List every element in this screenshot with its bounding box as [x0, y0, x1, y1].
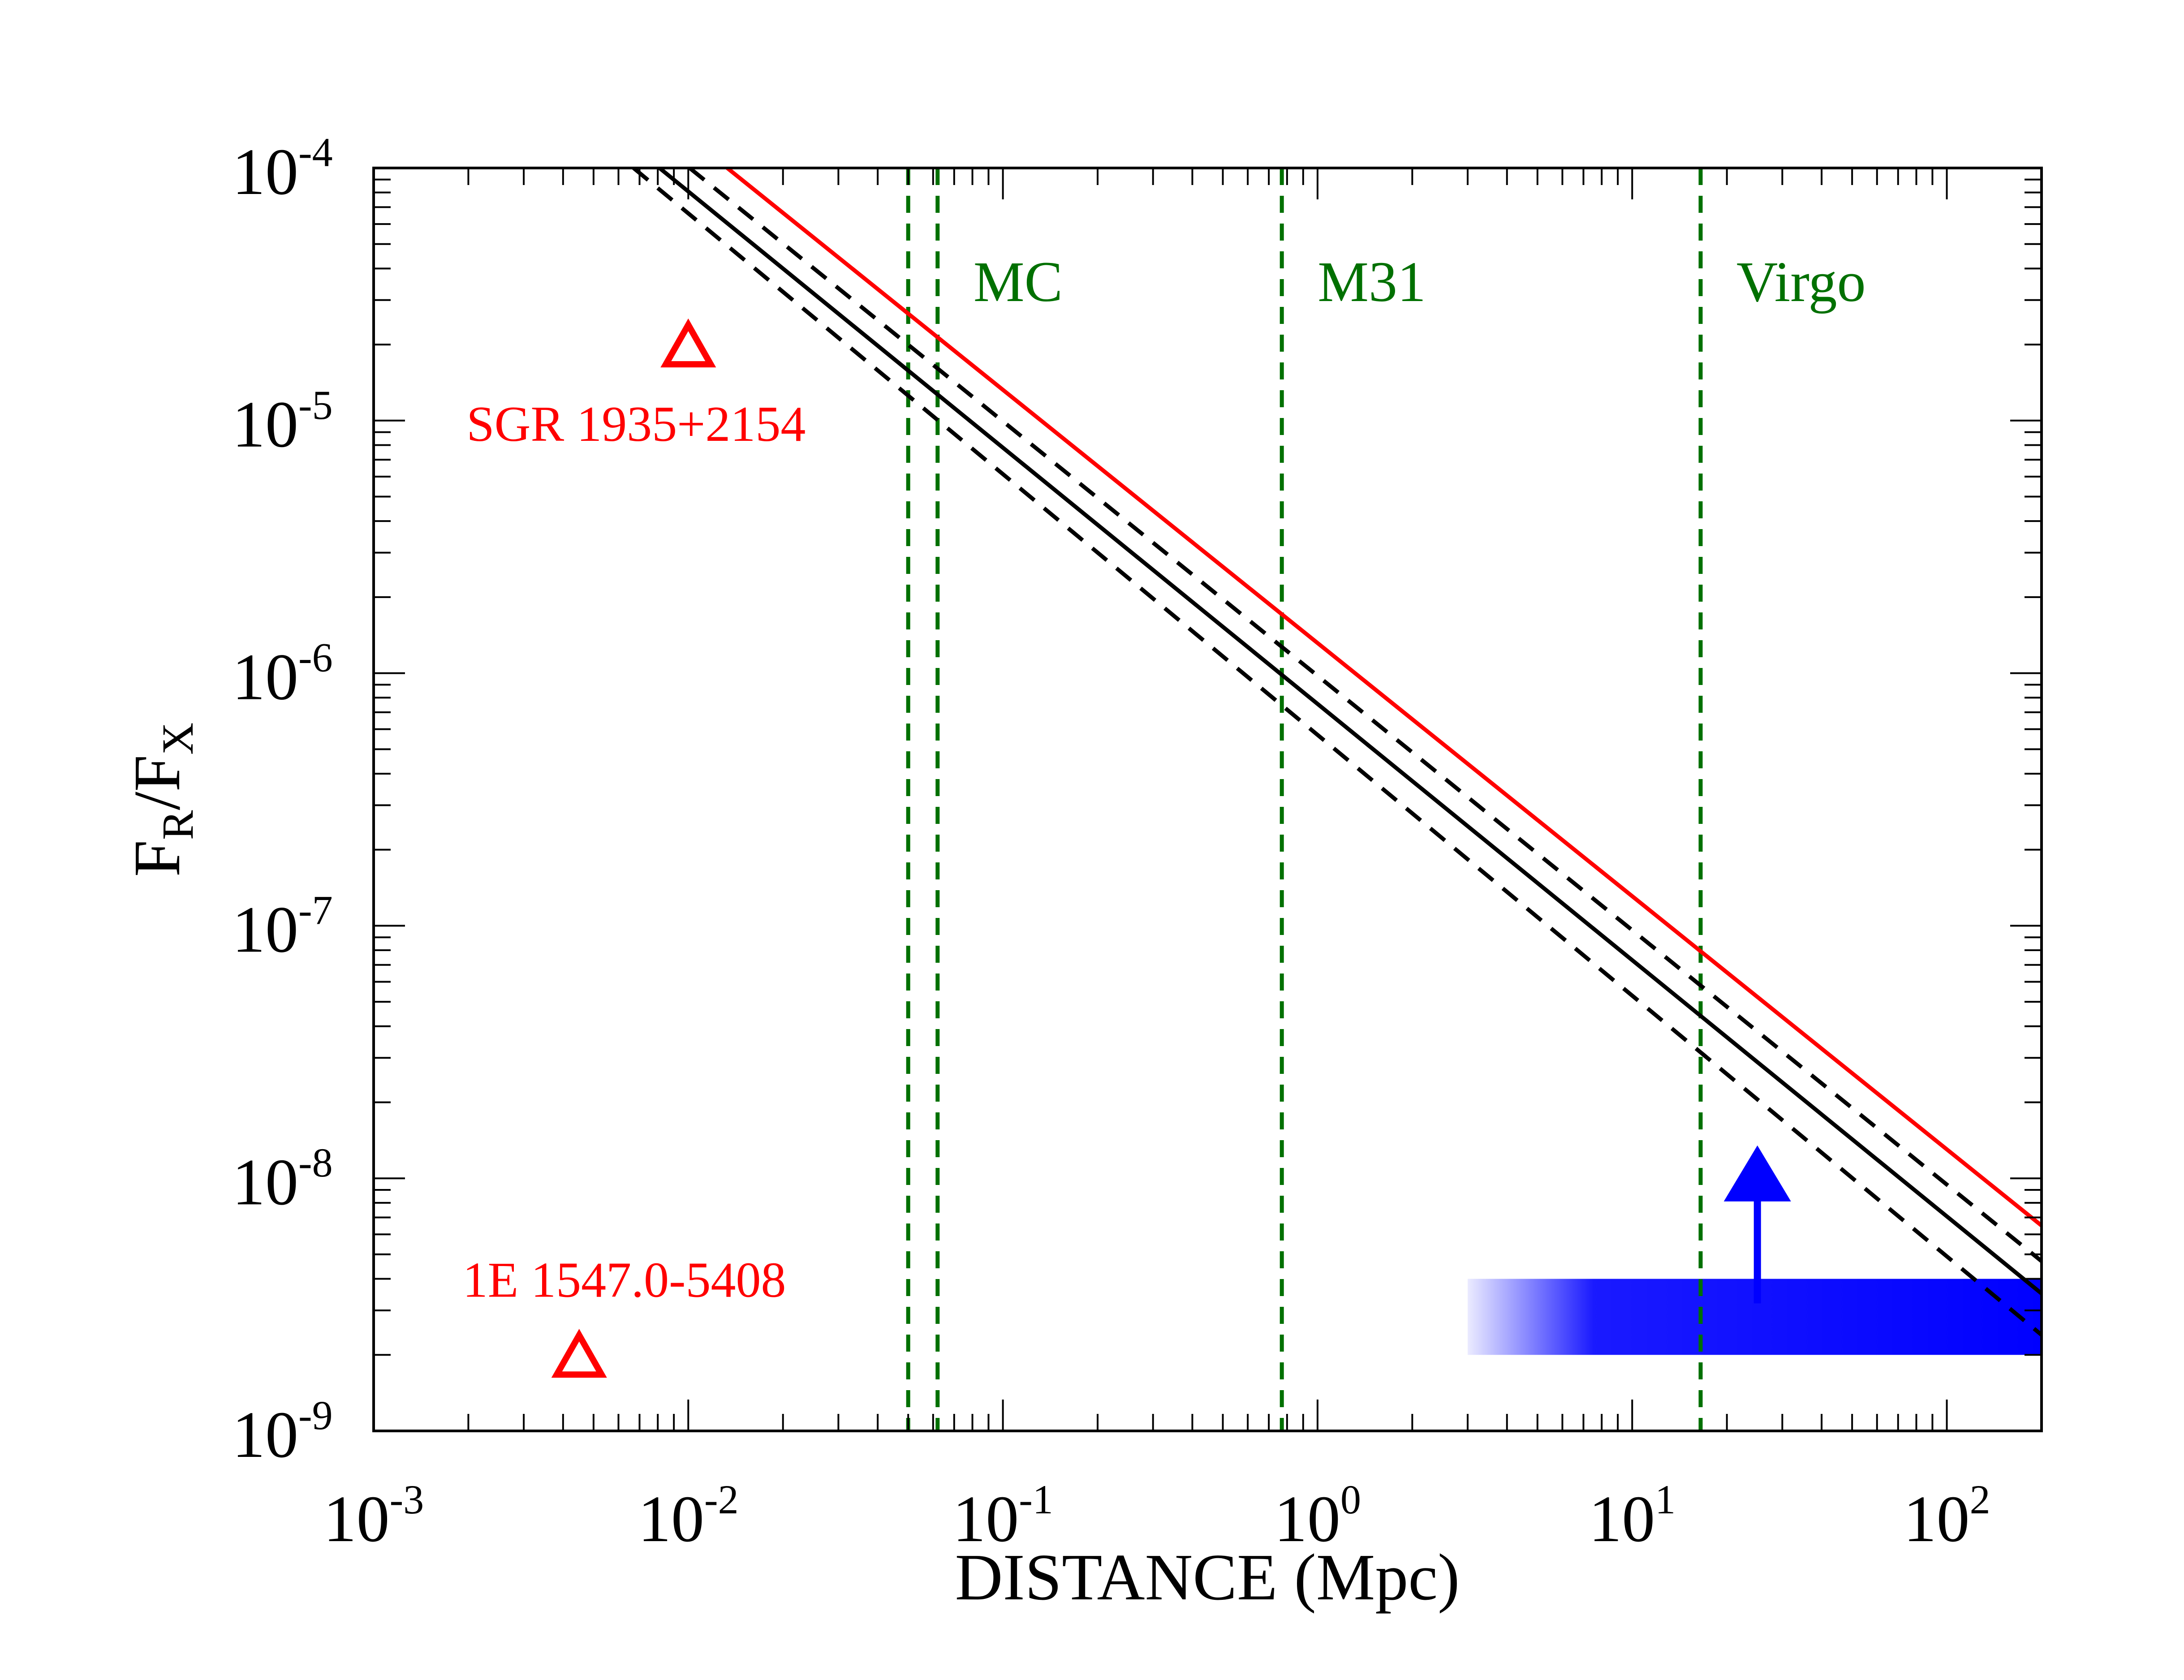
x-tick-label-base: 10 [638, 1482, 704, 1556]
y-tick-label: 10-6 [232, 635, 333, 714]
x-tick-label: 10-3 [323, 1477, 424, 1556]
y-tick-label: 10-4 [232, 129, 333, 209]
y-label-sub-x: X [153, 723, 202, 755]
x-tick-label-base: 10 [1904, 1482, 1970, 1556]
x-tick-label: 100 [1274, 1477, 1361, 1556]
y-tick-label-base: 10 [232, 388, 298, 461]
y-label-den-base: F [121, 755, 194, 792]
reference-lines [906, 168, 1703, 1431]
triangle-marker [551, 1329, 607, 1378]
y-tick-label: 10-7 [232, 887, 333, 966]
x-tick-label-exp: -1 [1019, 1477, 1053, 1522]
y-axis-label: FR/FX [121, 723, 202, 877]
x-tick-label: 10-1 [952, 1477, 1053, 1556]
y-tick-label-base: 10 [232, 135, 298, 209]
x-tick-label-base: 10 [1274, 1482, 1340, 1556]
x-tick-label-exp: 0 [1340, 1477, 1361, 1522]
plot-frame [372, 167, 2043, 1432]
triangle-marker [660, 318, 716, 368]
arrow-layer [1723, 1145, 1791, 1304]
y-tick-label-exp: -4 [298, 129, 333, 175]
reference-label: Virgo [1736, 250, 1866, 314]
x-tick-label: 102 [1904, 1477, 1990, 1556]
x-tick-label-base: 10 [323, 1482, 390, 1556]
series-red-limit [726, 168, 2042, 1228]
data-points [551, 318, 716, 1378]
x-tick-label-exp: 2 [1970, 1477, 1990, 1522]
y-label-base: F [121, 840, 194, 877]
series-lower-dashed [632, 168, 2042, 1337]
x-tick-label-exp: -2 [704, 1477, 739, 1522]
labels-layer: 10-3 10-2 10-1 100 101 10210-910-810-710-610-… [232, 129, 1990, 1556]
y-tick-label-exp: -5 [298, 382, 333, 428]
x-tick-label-base: 10 [1589, 1482, 1655, 1556]
axis-ticks [373, 167, 2042, 1432]
x-tick-label: 101 [1589, 1477, 1676, 1556]
series-upper-dashed [688, 168, 2042, 1263]
y-tick-label: 10-8 [232, 1140, 333, 1219]
x-tick-label-exp: -3 [390, 1477, 424, 1522]
x-tick-label-base: 10 [952, 1482, 1019, 1556]
y-tick-label-base: 10 [232, 1146, 298, 1219]
y-tick-label-base: 10 [232, 893, 298, 966]
y-tick-label-exp: -7 [298, 887, 333, 933]
reference-label: M31 [1318, 250, 1426, 314]
svg-text:FR/FX: FR/FX [121, 723, 202, 877]
arrow-head [1723, 1145, 1791, 1202]
x-tick-label: 10-2 [638, 1477, 739, 1556]
y-tick-label: 10-9 [232, 1392, 333, 1472]
series-central [658, 168, 2042, 1295]
y-label-sub-r: R [153, 810, 202, 840]
series-lines [632, 168, 2042, 1337]
y-tick-label-exp: -9 [298, 1392, 333, 1438]
y-tick-label: 10-5 [232, 382, 333, 461]
y-label-slash: / [121, 791, 194, 810]
x-tick-label-exp: 1 [1655, 1477, 1676, 1522]
y-tick-label-exp: -6 [298, 635, 333, 681]
y-tick-label-base: 10 [232, 641, 298, 714]
y-tick-label-base: 10 [232, 1398, 298, 1472]
point-label: 1E 1547.0-5408 [463, 1252, 786, 1308]
point-label: SGR 1935+2154 [466, 396, 806, 452]
y-tick-label-exp: -8 [298, 1140, 333, 1185]
x-axis-label: DISTANCE (Mpc) [955, 1541, 1460, 1614]
reference-label: MC [974, 250, 1063, 314]
